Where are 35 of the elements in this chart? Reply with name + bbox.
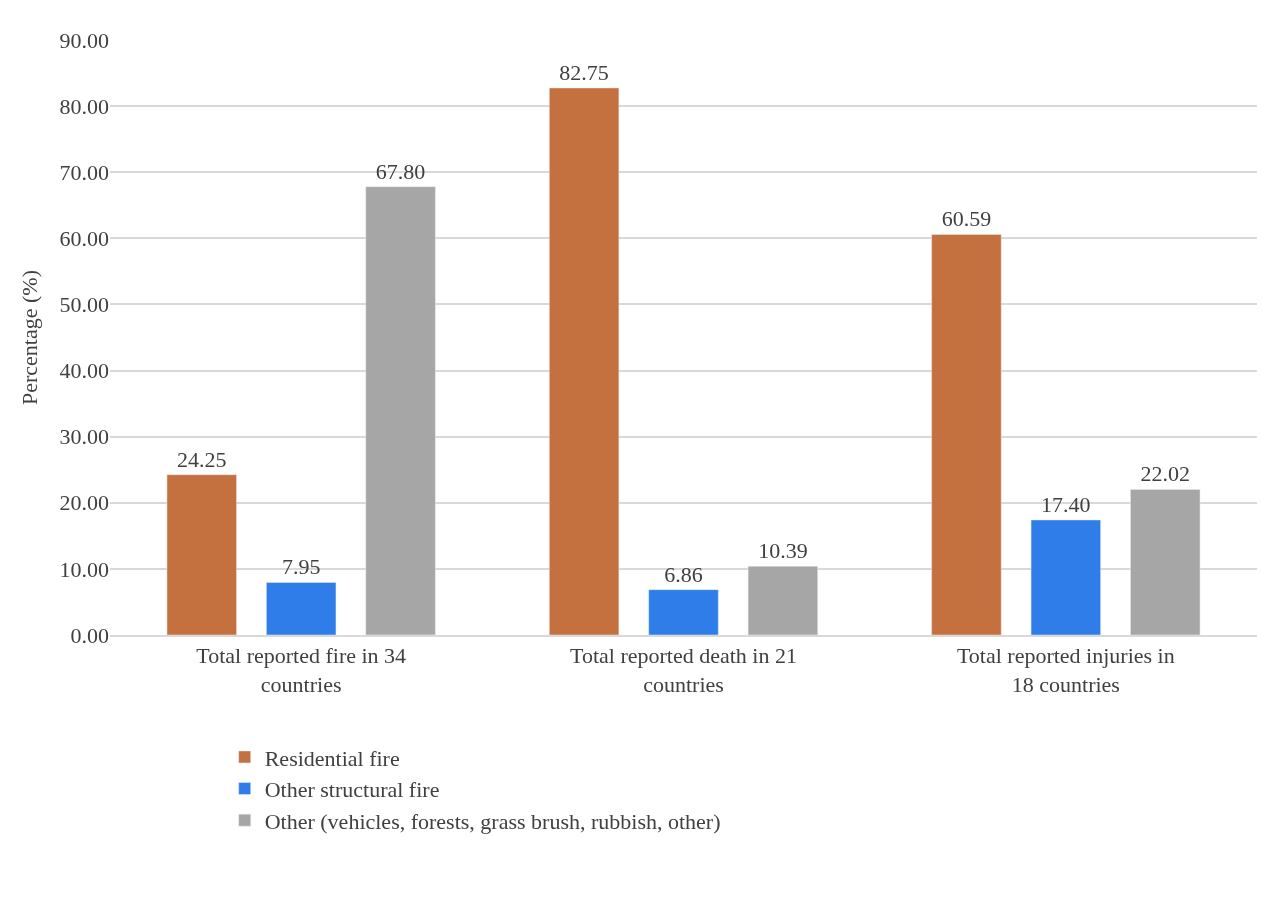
legend-label: Residential fire xyxy=(264,745,400,771)
y-tick-label: 40.00 xyxy=(59,358,109,384)
x-tick-label: Total reported fire in 34 countries xyxy=(196,643,407,697)
text: 22.02 xyxy=(1140,461,1190,487)
y-tick-label: 30.00 xyxy=(59,424,109,450)
bar xyxy=(1030,519,1101,635)
text: 67.80 xyxy=(375,158,426,184)
bar xyxy=(166,474,237,635)
bar xyxy=(365,186,436,635)
text: 6.86 xyxy=(664,561,703,587)
y-tick-label: 10.00 xyxy=(59,556,109,582)
bar xyxy=(266,582,337,635)
y-tick-label: 90.00 xyxy=(59,27,109,53)
y-axis-title: Percentage (%) xyxy=(17,270,43,405)
bar xyxy=(931,234,1002,635)
bar xyxy=(1130,489,1201,635)
y-tick-label: 0.00 xyxy=(70,622,109,648)
bar xyxy=(747,566,818,635)
text: 7.95 xyxy=(281,554,321,580)
y-tick-label: 80.00 xyxy=(59,93,109,119)
bar xyxy=(648,589,719,635)
x-tick-label: Total reported injuries in 18 countries xyxy=(956,643,1175,697)
text: 10.39 xyxy=(758,538,808,564)
y-tick-label: 70.00 xyxy=(59,159,109,185)
y-tick-label: 20.00 xyxy=(59,490,109,516)
text: 82.75 xyxy=(559,59,609,85)
text: 17.40 xyxy=(1041,491,1091,517)
x-tick-label: Total reported death in 21 countries xyxy=(570,643,797,697)
legend-label: Other structural fire xyxy=(264,777,440,803)
text: 60.59 xyxy=(941,206,992,232)
legend-label: Other (vehicles, forests, grass brush, rubbish, other) xyxy=(264,808,721,834)
y-tick-label: 50.00 xyxy=(59,292,109,318)
bar xyxy=(549,87,620,635)
text: 24.25 xyxy=(177,446,227,472)
y-tick-label: 60.00 xyxy=(59,226,109,252)
